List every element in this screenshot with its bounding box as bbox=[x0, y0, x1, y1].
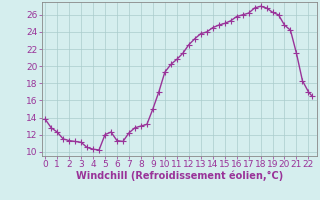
X-axis label: Windchill (Refroidissement éolien,°C): Windchill (Refroidissement éolien,°C) bbox=[76, 171, 283, 181]
